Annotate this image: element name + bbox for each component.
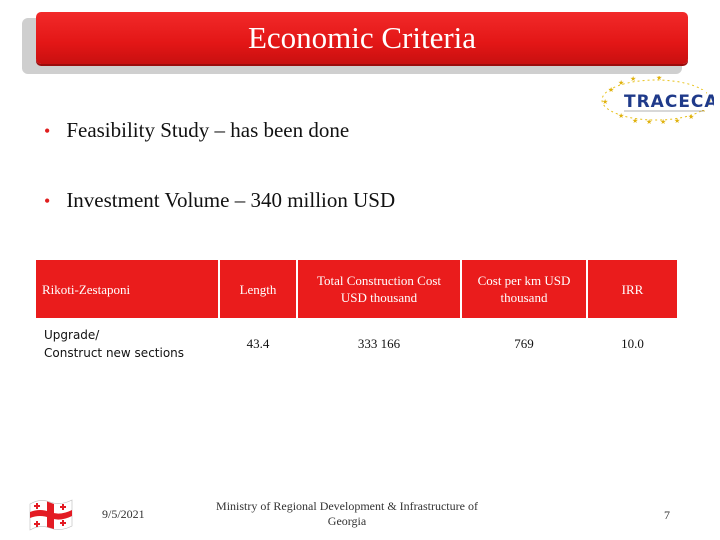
table-cell-name: Upgrade/ Construct new sections bbox=[44, 328, 185, 360]
table-header-irr: IRR bbox=[588, 260, 677, 318]
svg-text:★: ★ bbox=[602, 98, 608, 106]
svg-text:★: ★ bbox=[630, 76, 636, 83]
bullet-investment: • Investment Volume – 340 million USD bbox=[44, 188, 396, 212]
svg-text:★: ★ bbox=[660, 118, 666, 126]
svg-text:★: ★ bbox=[618, 112, 624, 120]
table-cell-length: 43.4 bbox=[246, 336, 270, 351]
svg-text:★: ★ bbox=[688, 113, 694, 121]
bullet-dot: • bbox=[44, 121, 51, 141]
traceca-logo: ★★★ ★★★ ★★★ ★★★ TRACECA bbox=[601, 76, 714, 126]
page-number: 7 bbox=[664, 508, 670, 522]
svg-text:★: ★ bbox=[618, 79, 624, 87]
georgian-flag-icon bbox=[29, 499, 73, 531]
table-cell-total-cost: 333 166 bbox=[357, 336, 401, 351]
slide-title: Economic Criteria bbox=[247, 20, 477, 55]
svg-text:★: ★ bbox=[608, 86, 614, 94]
bullet-feasibility: • Feasibility Study – has been done bbox=[44, 118, 350, 142]
table-header-cost-per-km: Cost per km USD thousand bbox=[462, 260, 586, 318]
table-cell-cost-per-km: 769 bbox=[514, 336, 534, 351]
table-header-total-cost: Total Construction Cost USD thousand bbox=[298, 260, 460, 318]
footer-date: 9/5/2021 bbox=[102, 507, 145, 521]
bullet-dot: • bbox=[44, 191, 51, 211]
title-bar bbox=[36, 12, 688, 64]
table-cell-irr: 10.0 bbox=[621, 336, 644, 351]
svg-text:★: ★ bbox=[656, 76, 662, 82]
footer-organization: Ministry of Regional Development & Infra… bbox=[216, 499, 478, 528]
svg-text:★: ★ bbox=[632, 117, 638, 125]
svg-text:★: ★ bbox=[646, 118, 652, 126]
table-header-length: Length bbox=[220, 260, 296, 318]
logo-text: TRACECA bbox=[624, 92, 714, 112]
table-header-section: Rikoti-Zestaponi bbox=[36, 260, 218, 318]
svg-text:★: ★ bbox=[674, 117, 680, 125]
